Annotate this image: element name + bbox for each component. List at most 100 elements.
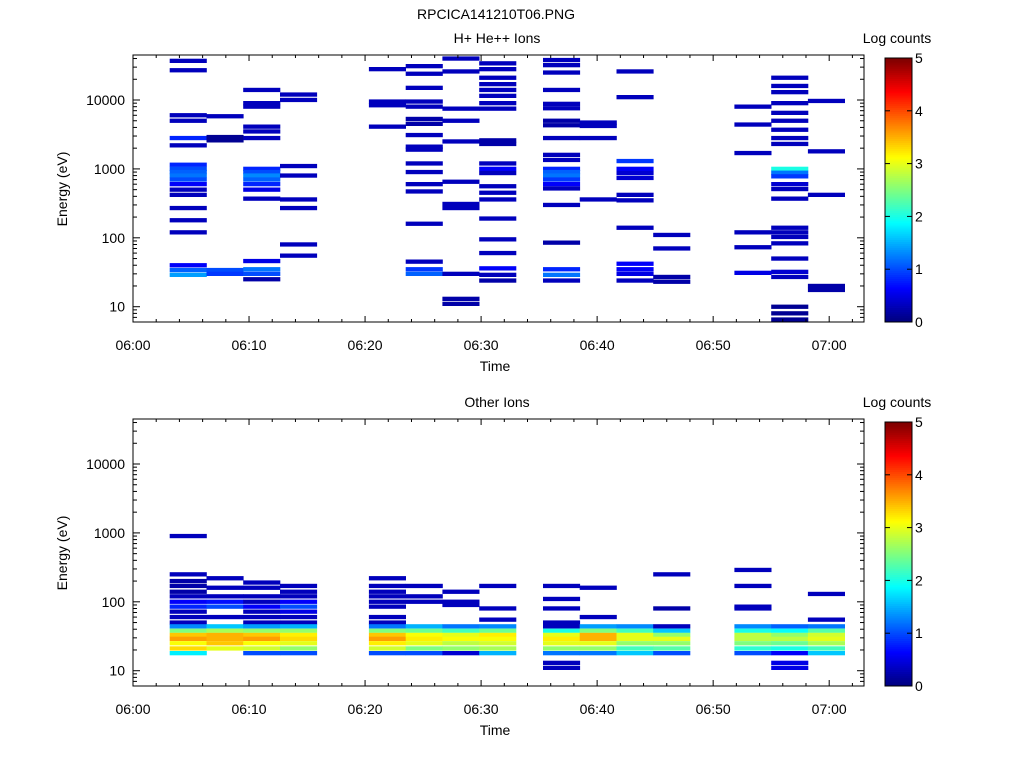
heatmap-cell (543, 202, 581, 208)
heatmap-cell (169, 599, 207, 604)
colorbar-segment (885, 91, 912, 94)
colorbar-segment (885, 677, 912, 681)
heatmap-cell (653, 646, 691, 651)
heatmap-cell (442, 651, 480, 656)
heatmap-cell (543, 63, 581, 68)
colorbar-segment (885, 665, 912, 668)
heatmap-cell (771, 317, 809, 322)
heatmap-cell (543, 57, 581, 63)
x-tick-label: 06:10 (232, 337, 267, 353)
colorbar-segment (885, 247, 912, 251)
colorbar-segment (885, 640, 912, 644)
heatmap-cell (653, 636, 691, 641)
heatmap-cell (442, 271, 480, 276)
colorbar-segment (885, 291, 912, 294)
heatmap-cell (543, 632, 581, 638)
heatmap-cell (771, 141, 809, 147)
heatmap-cell (771, 304, 809, 309)
x-tick-label: 06:40 (580, 337, 615, 353)
colorbar-segment (885, 424, 912, 427)
heatmap-cell (368, 641, 406, 646)
heatmap-cell (169, 628, 207, 633)
heatmap-cell (807, 628, 845, 633)
colorbar-segment (885, 223, 912, 226)
colorbar-segment (885, 483, 912, 487)
x-tick-label: 06:50 (696, 701, 731, 717)
x-tick-label: 06:20 (348, 701, 383, 717)
colorbar-segment (885, 305, 912, 308)
colorbar-segment (885, 630, 912, 633)
heatmap-cell (280, 636, 318, 641)
colorbar-segment (885, 543, 912, 547)
heatmap-cell (243, 646, 281, 651)
heatmap-cell (368, 632, 406, 638)
colorbar-segment (885, 293, 912, 296)
heatmap-cell (368, 99, 406, 104)
heatmap-cell (771, 135, 809, 141)
colorbar-segment (885, 138, 912, 141)
heatmap-cell (543, 123, 581, 128)
heatmap-cell (405, 104, 443, 109)
heatmap-cell (169, 177, 207, 182)
heatmap-cell (442, 636, 480, 641)
colorbar-segment (885, 679, 912, 683)
heatmap-cell (653, 651, 691, 656)
heatmap-cell (771, 196, 809, 201)
y-tick-label: 10000 (86, 92, 125, 108)
heatmap-cell (442, 646, 480, 651)
colorbar-segment (885, 479, 912, 483)
colorbar-segment (885, 311, 912, 315)
heatmap-cell (734, 230, 772, 235)
colorbar-segment (885, 266, 912, 269)
heatmap-cell (169, 651, 207, 656)
colorbar-segment (885, 595, 912, 598)
colorbar-segment (885, 566, 912, 569)
colorbar-segment (885, 523, 912, 526)
heatmap-cell (169, 169, 207, 175)
colorbar-segment (885, 86, 912, 90)
heatmap-cell (807, 591, 845, 597)
heatmap-cell (442, 179, 480, 184)
colorbar-segment (885, 214, 912, 218)
heatmap-cell (616, 158, 654, 164)
heatmap-cell (479, 67, 517, 72)
colorbar-segment (885, 525, 912, 528)
colorbar-segment (885, 551, 912, 555)
colorbar-segment (885, 607, 912, 611)
colorbar-segment (885, 558, 912, 561)
plot-title: Other Ions (464, 394, 529, 410)
colorbar-segment (885, 103, 912, 106)
colorbar-segment (885, 190, 912, 193)
colorbar-segment (885, 554, 912, 557)
colorbar-segment (885, 130, 912, 133)
colorbar-segment (885, 638, 912, 642)
colorbar-segment (885, 560, 912, 563)
heatmap-cell (771, 632, 809, 638)
heatmap-cell (368, 651, 406, 656)
colorbar-segment (885, 284, 912, 288)
heatmap-cell (543, 624, 581, 629)
colorbar-segment (885, 626, 912, 629)
colorbar-segment (885, 313, 912, 317)
heatmap-cell (206, 267, 244, 273)
colorbar-segment (885, 549, 912, 553)
colorbar-segment (885, 659, 912, 662)
heatmap-cell (543, 651, 581, 656)
heatmap-cell (807, 651, 845, 656)
heatmap-cell (405, 182, 443, 187)
heatmap-cell (771, 651, 809, 656)
heatmap-cell (169, 624, 207, 629)
colorbar-segment (885, 444, 912, 448)
heatmap-cell (616, 271, 654, 276)
colorbar-segment (885, 655, 912, 658)
heatmap-cell (206, 594, 244, 599)
colorbar-segment (885, 475, 912, 479)
heatmap-cell (479, 101, 517, 106)
colorbar-segment (885, 669, 912, 672)
colorbar-segment (885, 235, 912, 238)
heatmap-cell (734, 641, 772, 646)
heatmap-cell (280, 594, 318, 599)
heatmap-cell (368, 599, 406, 604)
x-tick-label: 06:00 (115, 701, 150, 717)
heatmap-cell (368, 124, 406, 129)
